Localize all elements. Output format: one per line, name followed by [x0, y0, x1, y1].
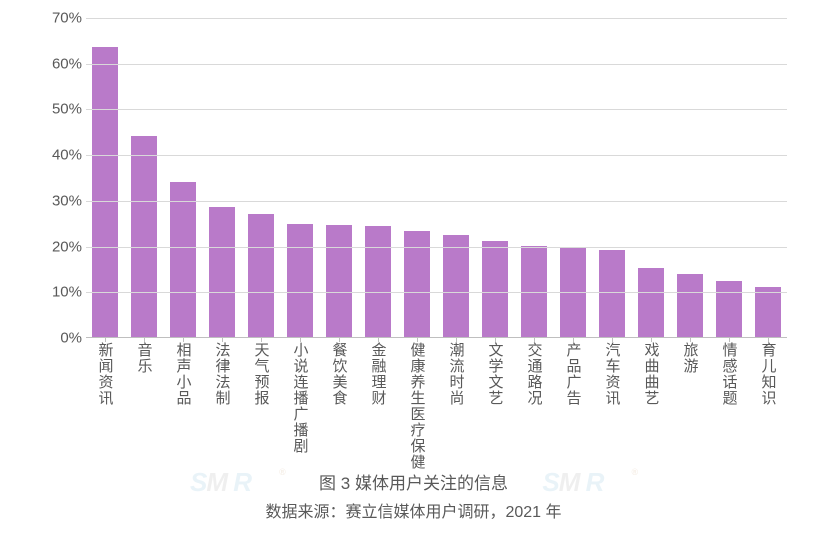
bar: [326, 225, 352, 337]
bar: [755, 287, 781, 337]
bar-slot: [638, 268, 664, 337]
x-axis-label: 天气预报: [251, 342, 272, 470]
x-axis-labels: 新闻资讯音乐相声小品法律法制天气预报小说连播广播剧餐饮美食金融理财健康养生医疗保…: [86, 342, 787, 470]
x-label-slot: 小说连播广播剧: [287, 342, 313, 470]
bar: [287, 224, 313, 337]
x-axis-label: 育儿知识: [758, 342, 779, 470]
x-label-slot: 戏曲曲艺: [638, 342, 664, 470]
bar-slot: [365, 226, 391, 337]
data-source: 数据来源：赛立信媒体用户调研，2021 年: [0, 498, 827, 522]
bar-slot: [326, 225, 352, 337]
y-tick-label: 70%: [26, 10, 82, 27]
x-label-slot: 健康养生医疗保健: [404, 342, 430, 470]
plot-area: [86, 18, 787, 338]
y-tick-label: 40%: [26, 147, 82, 164]
bar: [638, 268, 664, 337]
bar-slot: [443, 235, 469, 337]
grid-line: [86, 292, 787, 293]
x-label-slot: 汽车资讯: [599, 342, 625, 470]
y-tick-label: 20%: [26, 238, 82, 255]
bar: [209, 207, 235, 337]
bar: [482, 241, 508, 337]
x-label-slot: 旅游: [677, 342, 703, 470]
bar: [443, 235, 469, 337]
y-tick-label: 0%: [26, 330, 82, 347]
x-axis-label: 情感话题: [719, 342, 740, 470]
x-axis-label: 音乐: [134, 342, 155, 470]
x-axis-label: 金融理财: [368, 342, 389, 470]
grid-line: [86, 155, 787, 156]
bar-slot: [170, 182, 196, 337]
x-axis-label: 汽车资讯: [602, 342, 623, 470]
bar: [248, 214, 274, 337]
x-label-slot: 潮流时尚: [443, 342, 469, 470]
bar-slot: [755, 287, 781, 337]
x-axis-label: 产品广告: [563, 342, 584, 470]
x-axis-label: 餐饮美食: [329, 342, 350, 470]
figure-title: 图 3 媒体用户关注的信息: [0, 469, 827, 494]
bar: [599, 250, 625, 337]
x-axis-label: 新闻资讯: [95, 342, 116, 470]
x-axis-label: 旅游: [680, 342, 701, 470]
bar-slot: [482, 241, 508, 337]
x-label-slot: 餐饮美食: [326, 342, 352, 470]
bar: [716, 281, 742, 337]
x-axis-label: 法律法制: [212, 342, 233, 470]
grid-line: [86, 247, 787, 248]
x-label-slot: 文学文艺: [482, 342, 508, 470]
x-label-slot: 育儿知识: [755, 342, 781, 470]
y-axis: 0%10%20%30%40%50%60%70%: [26, 18, 86, 338]
bar-slot: [248, 214, 274, 337]
caption-block: SM R® SM R® 图 3 媒体用户关注的信息 数据来源：赛立信媒体用户调研…: [0, 469, 827, 522]
x-axis-label: 交通路况: [524, 342, 545, 470]
x-axis-label: 小说连播广播剧: [290, 342, 311, 470]
grid-line: [86, 109, 787, 110]
x-label-slot: 法律法制: [209, 342, 235, 470]
y-tick-label: 50%: [26, 101, 82, 118]
bars-group: [86, 18, 787, 337]
x-label-slot: 金融理财: [365, 342, 391, 470]
bar-slot: [92, 47, 118, 337]
bar: [131, 136, 157, 337]
bar-slot: [521, 246, 547, 337]
bar-slot: [677, 274, 703, 337]
y-tick-label: 10%: [26, 284, 82, 301]
x-label-slot: 天气预报: [248, 342, 274, 470]
y-tick-label: 30%: [26, 192, 82, 209]
bar-chart: 0%10%20%30%40%50%60%70% 新闻资讯音乐相声小品法律法制天气…: [26, 18, 801, 438]
bar: [92, 47, 118, 337]
bar-slot: [287, 224, 313, 337]
x-axis-label: 健康养生医疗保健: [407, 342, 428, 470]
x-label-slot: 产品广告: [560, 342, 586, 470]
bar: [170, 182, 196, 337]
x-axis-label: 戏曲曲艺: [641, 342, 662, 470]
x-label-slot: 情感话题: [716, 342, 742, 470]
bar-slot: [131, 136, 157, 337]
x-axis-label: 相声小品: [173, 342, 194, 470]
bar-slot: [599, 250, 625, 337]
grid-line: [86, 18, 787, 19]
bar-slot: [209, 207, 235, 337]
x-axis-label: 文学文艺: [485, 342, 506, 470]
x-label-slot: 音乐: [131, 342, 157, 470]
bar-slot: [716, 281, 742, 337]
x-label-slot: 新闻资讯: [92, 342, 118, 470]
y-tick-label: 60%: [26, 55, 82, 72]
bar: [365, 226, 391, 337]
x-label-slot: 相声小品: [170, 342, 196, 470]
bar: [521, 246, 547, 337]
grid-line: [86, 64, 787, 65]
x-label-slot: 交通路况: [521, 342, 547, 470]
grid-line: [86, 201, 787, 202]
bar: [677, 274, 703, 337]
x-axis-label: 潮流时尚: [446, 342, 467, 470]
